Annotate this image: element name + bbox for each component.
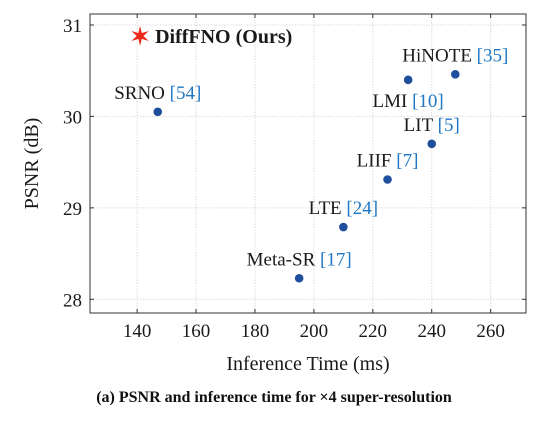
data-label: LTE [24]: [309, 198, 378, 219]
y-tick-label: 29: [63, 199, 82, 220]
y-tick-label: 31: [63, 16, 82, 37]
data-label: LIT [5]: [404, 115, 460, 136]
figure-caption: (a) PSNR and inference time for ×4 super…: [96, 389, 452, 406]
data-label: LMI [10]: [373, 91, 444, 112]
y-tick-label: 30: [63, 107, 82, 128]
x-axis-label: Inference Time (ms): [226, 353, 389, 375]
highlight-label: DiffFNO (Ours): [155, 26, 292, 48]
data-point: [153, 107, 163, 117]
data-label: LIIF [7]: [357, 151, 419, 172]
x-tick-label: 240: [417, 321, 446, 342]
data-point: [427, 139, 437, 149]
data-point: [403, 75, 413, 85]
x-tick-label: 160: [182, 321, 211, 342]
data-point: [339, 222, 348, 232]
data-point: [383, 175, 392, 184]
chart: 140 160 180 200 220 240 260 28 29 30 31 Inference T…: [21, 13, 527, 375]
data-label: SRNO [54]: [114, 83, 201, 104]
data-label: HiNOTE [35]: [402, 45, 508, 66]
highlight-star-marker: [131, 25, 149, 46]
x-tick-label: 220: [359, 321, 388, 342]
x-tick-label: 180: [241, 321, 270, 342]
plot-frame: [89, 13, 527, 314]
y-axis-label: PSNR (dB): [21, 118, 43, 210]
x-tick-label: 260: [476, 321, 505, 342]
data-label: Meta-SR [17]: [247, 249, 352, 270]
data-point: [294, 273, 304, 283]
x-tick-label: 200: [300, 321, 329, 342]
y-tick-label: 28: [63, 290, 82, 311]
data-point: [450, 70, 460, 79]
x-tick-label: 140: [123, 321, 152, 342]
